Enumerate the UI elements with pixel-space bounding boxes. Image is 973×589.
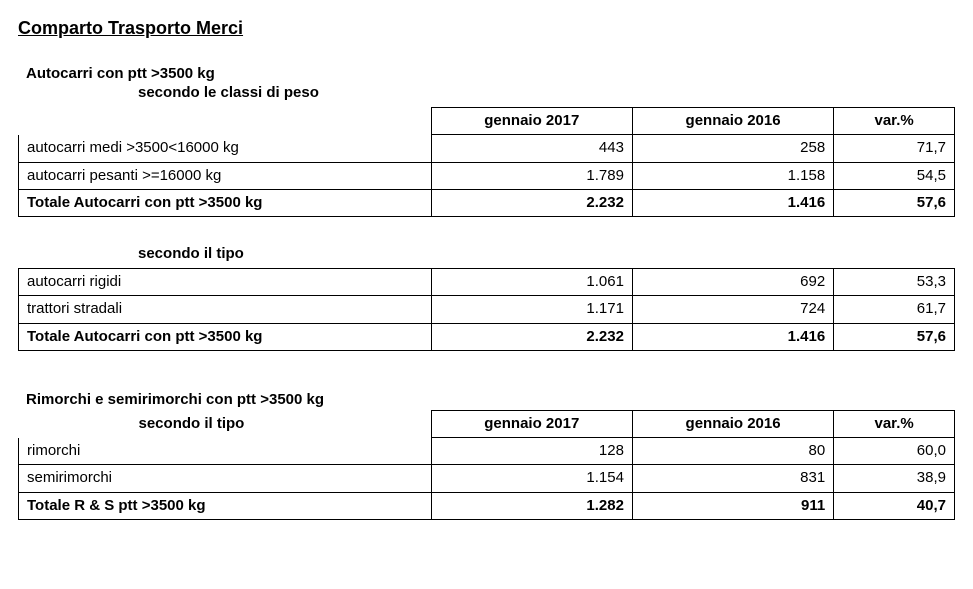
row-value: 831 <box>632 465 833 492</box>
row-value: 54,5 <box>834 162 955 189</box>
row-value: 1.061 <box>431 269 632 296</box>
table-row: semirimorchi 1.154 831 38,9 <box>19 465 955 492</box>
total-value: 2.232 <box>431 189 632 216</box>
row-label: trattori stradali <box>19 296 432 323</box>
total-label: Totale Autocarri con ptt >3500 kg <box>19 323 432 350</box>
total-value: 1.416 <box>632 189 833 216</box>
section1-heading: Autocarri con ptt >3500 kg <box>26 65 955 82</box>
total-value: 1.282 <box>431 492 632 519</box>
section3-subheading: secondo il tipo <box>19 410 432 437</box>
table-trailers: secondo il tipo gennaio 2017 gennaio 201… <box>18 410 955 520</box>
row-value: 38,9 <box>834 465 955 492</box>
table-header-2017: gennaio 2017 <box>431 108 632 135</box>
table-row: rimorchi 128 80 60,0 <box>19 438 955 465</box>
total-value: 1.416 <box>632 323 833 350</box>
table-weight-classes: gennaio 2017 gennaio 2016 var.% autocarr… <box>18 107 955 217</box>
table-total-row: Totale Autocarri con ptt >3500 kg 2.232 … <box>19 323 955 350</box>
row-value: 1.158 <box>632 162 833 189</box>
row-value: 1.154 <box>431 465 632 492</box>
page-title: Comparto Trasporto Merci <box>18 18 955 39</box>
table-header-row: secondo il tipo gennaio 2017 gennaio 201… <box>19 410 955 437</box>
total-value: 40,7 <box>834 492 955 519</box>
row-value: 71,7 <box>834 135 955 162</box>
table-header-blank <box>19 108 432 135</box>
table-total-row: Totale Autocarri con ptt >3500 kg 2.232 … <box>19 189 955 216</box>
row-label: semirimorchi <box>19 465 432 492</box>
table-header-2016: gennaio 2016 <box>632 108 833 135</box>
row-value: 128 <box>431 438 632 465</box>
table-row: autocarri medi >3500<16000 kg 443 258 71… <box>19 135 955 162</box>
table-row: autocarri rigidi 1.061 692 53,3 <box>19 269 955 296</box>
row-label: autocarri medi >3500<16000 kg <box>19 135 432 162</box>
row-label: autocarri pesanti >=16000 kg <box>19 162 432 189</box>
section2-subheading: secondo il tipo <box>138 245 955 262</box>
row-label: rimorchi <box>19 438 432 465</box>
row-value: 53,3 <box>834 269 955 296</box>
row-label: autocarri rigidi <box>19 269 432 296</box>
total-value: 57,6 <box>834 323 955 350</box>
total-value: 2.232 <box>431 323 632 350</box>
row-value: 1.789 <box>431 162 632 189</box>
table-by-type: autocarri rigidi 1.061 692 53,3 trattori… <box>18 268 955 351</box>
row-value: 724 <box>632 296 833 323</box>
table-header-var: var.% <box>834 108 955 135</box>
table-header-row: gennaio 2017 gennaio 2016 var.% <box>19 108 955 135</box>
table-header-var: var.% <box>834 410 955 437</box>
row-value: 692 <box>632 269 833 296</box>
table-total-row: Totale R & S ptt >3500 kg 1.282 911 40,7 <box>19 492 955 519</box>
total-label: Totale Autocarri con ptt >3500 kg <box>19 189 432 216</box>
section3-heading: Rimorchi e semirimorchi con ptt >3500 kg <box>26 391 955 408</box>
row-value: 80 <box>632 438 833 465</box>
row-value: 258 <box>632 135 833 162</box>
table-row: autocarri pesanti >=16000 kg 1.789 1.158… <box>19 162 955 189</box>
total-value: 911 <box>632 492 833 519</box>
total-label: Totale R & S ptt >3500 kg <box>19 492 432 519</box>
section1-subheading: secondo le classi di peso <box>138 84 955 101</box>
row-value: 1.171 <box>431 296 632 323</box>
row-value: 61,7 <box>834 296 955 323</box>
table-header-2017: gennaio 2017 <box>431 410 632 437</box>
table-row: trattori stradali 1.171 724 61,7 <box>19 296 955 323</box>
row-value: 60,0 <box>834 438 955 465</box>
row-value: 443 <box>431 135 632 162</box>
table-header-2016: gennaio 2016 <box>632 410 833 437</box>
total-value: 57,6 <box>834 189 955 216</box>
